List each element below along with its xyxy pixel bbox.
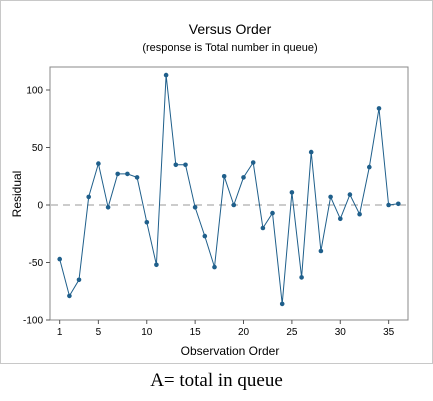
residual-point	[347, 192, 353, 197]
residual-point	[86, 194, 91, 200]
residual-point	[212, 264, 217, 270]
residual-point	[115, 171, 120, 177]
residual-point	[144, 220, 150, 225]
x-tick-label: 1	[57, 327, 63, 338]
residual-point	[376, 106, 382, 111]
residual-point	[163, 72, 169, 78]
residual-point	[183, 162, 188, 168]
residual-point	[231, 202, 237, 208]
residual-chart: Versus Order (response is Total number i…	[10, 21, 409, 358]
chart-title: Versus Order	[189, 21, 272, 37]
residual-point	[221, 174, 227, 179]
y-tick-label: 100	[26, 86, 43, 97]
x-tick-label: 35	[383, 327, 395, 338]
residual-series	[57, 72, 401, 307]
x-tick-label: 30	[335, 327, 347, 338]
residual-point	[202, 233, 208, 239]
x-tick-label: 10	[141, 327, 153, 338]
residual-point	[67, 293, 72, 299]
chart-figure: Versus Order (response is Total number i…	[0, 0, 433, 364]
residual-point	[367, 164, 372, 170]
residual-point	[270, 210, 275, 216]
residual-point	[299, 275, 304, 280]
residual-point	[396, 201, 401, 207]
residual-point	[105, 205, 111, 210]
residual-point	[260, 225, 266, 231]
chart-subtitle: (response is Total number in queue)	[142, 42, 317, 54]
figure-caption: A= total in queue	[150, 370, 283, 391]
residual-point	[125, 171, 130, 177]
y-axis-label: Residual	[10, 171, 24, 218]
residual-point	[357, 211, 362, 217]
residual-point	[173, 162, 179, 168]
residual-point	[241, 175, 246, 180]
plot-area	[49, 66, 409, 321]
y-tick-label: 50	[32, 143, 44, 154]
residual-point	[96, 161, 101, 166]
residual-point	[57, 256, 62, 262]
residual-point	[192, 205, 198, 210]
y-tick-label: 0	[37, 201, 43, 212]
residual-point	[318, 248, 324, 254]
y-tick-label: -100	[23, 316, 43, 327]
residual-point	[308, 149, 314, 155]
residual-point	[328, 194, 333, 200]
residual-point	[250, 160, 256, 165]
residual-point	[279, 301, 285, 307]
residual-point	[154, 262, 159, 268]
residual-line	[59, 75, 399, 304]
residual-point	[134, 175, 140, 180]
x-tick-label: 15	[190, 327, 202, 338]
residual-point	[76, 277, 82, 283]
residual-point	[289, 190, 295, 195]
x-axis-label: Observation Order	[181, 344, 280, 358]
y-tick-label: -50	[29, 258, 44, 269]
x-tick-label: 5	[96, 327, 102, 338]
x-axis: 1 5 10 15 20 25 30 35	[57, 320, 395, 338]
y-axis: -100 -50 0 50 100	[23, 86, 50, 327]
x-tick-label: 20	[238, 327, 250, 338]
residual-point	[386, 202, 391, 208]
residual-point	[338, 216, 343, 222]
x-tick-label: 25	[286, 327, 298, 338]
